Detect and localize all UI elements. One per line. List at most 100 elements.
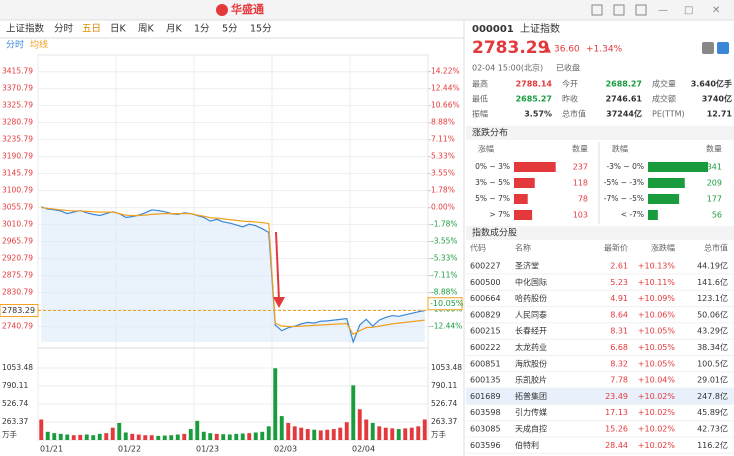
- quote-change-pct: +1.34%: [586, 45, 623, 55]
- stat-value: 2788.14: [516, 80, 553, 89]
- y2-tick-label: 10.66%: [431, 101, 460, 110]
- stat-label: 振幅: [472, 109, 488, 119]
- y-tick-label: 3280.79: [2, 118, 33, 127]
- volume-bar: [409, 427, 414, 440]
- toolbar-tab[interactable]: 日K: [110, 24, 127, 35]
- table-cell: 天成自控: [515, 424, 547, 434]
- toolbar-tab[interactable]: 15分: [250, 24, 272, 35]
- toolbar-tab[interactable]: 上证指数: [6, 23, 45, 35]
- dist-bar: [514, 210, 533, 220]
- table-cell: +10.05%: [638, 343, 676, 352]
- dist-count: 78: [578, 195, 588, 204]
- action-button[interactable]: [702, 42, 714, 54]
- legend-entry: 均线: [30, 39, 48, 51]
- y2-tick-label: 12.44%: [431, 84, 460, 93]
- volume-bar: [227, 434, 232, 440]
- table-cell: 247.8亿: [697, 391, 728, 401]
- volume-bar: [338, 427, 343, 440]
- dist-range: 3% ~ 5%: [475, 178, 510, 187]
- quote-code: 000001: [472, 24, 514, 35]
- table-cell: 人民同泰: [515, 309, 547, 319]
- stat-label: 成交额: [652, 94, 676, 104]
- table-cell: 23.49: [605, 392, 628, 401]
- table-header: 最新价: [604, 243, 628, 253]
- toolbar-tab[interactable]: 分时: [54, 23, 74, 35]
- annotation-arrow: [275, 231, 280, 301]
- x-tick-label: 02/04: [352, 445, 375, 454]
- y-tick-label: 3370.79: [2, 84, 33, 93]
- close[interactable]: ✕: [712, 5, 720, 16]
- icon[interactable]: [635, 4, 647, 16]
- y2-tick-label: 3.55%: [431, 169, 455, 178]
- y2-tick-label: 14.22%: [431, 67, 460, 76]
- volume-bar: [182, 433, 187, 440]
- table-cell: 603598: [470, 408, 501, 417]
- dist-count: 209: [707, 179, 722, 188]
- toolbar-tab[interactable]: 1分: [194, 24, 210, 35]
- table-cell: 海欣股份: [515, 358, 547, 368]
- dist-count: 177: [707, 195, 722, 204]
- icon[interactable]: [613, 4, 625, 16]
- legend-entry: 分时: [6, 39, 24, 51]
- icon[interactable]: [591, 4, 603, 16]
- y2-tick-label: 5.33%: [431, 152, 455, 161]
- stat-value: 37244亿: [606, 109, 642, 119]
- table-header: 代码: [470, 243, 486, 253]
- dist-range: -3% ~ 0%: [606, 162, 644, 171]
- table-cell: 引力传媒: [515, 407, 547, 417]
- stat-label: PE(TTM): [652, 110, 685, 119]
- table-cell: +10.02%: [638, 441, 676, 450]
- stat-value: 12.71: [707, 110, 733, 119]
- dist-bar: [648, 162, 708, 172]
- table-cell: 哈药股份: [515, 293, 547, 303]
- toolbar-tab[interactable]: 周K: [138, 24, 155, 35]
- stat-value: 2746.61: [606, 95, 643, 104]
- dist-count: 237: [573, 163, 588, 172]
- dist-range: 5% ~ 7%: [475, 194, 510, 203]
- action-button[interactable]: [717, 42, 729, 54]
- table-header: 涨跌幅: [651, 243, 675, 253]
- table-cell: 600851: [470, 359, 501, 368]
- vol-tick-label-right: 790.11: [431, 381, 457, 390]
- y-tick-label: 2740.79: [2, 322, 33, 331]
- volume-bar: [221, 434, 226, 440]
- volume-bar: [240, 433, 245, 440]
- toolbar-tab[interactable]: 五日: [82, 24, 101, 35]
- dist-range: -5% ~ -3%: [604, 178, 644, 187]
- up-arrow: ▲: [544, 45, 551, 55]
- toolbar-tab[interactable]: 5分: [222, 24, 238, 35]
- dist-header: 跌幅: [612, 144, 628, 154]
- dist-bar: [514, 194, 528, 204]
- volume-bar: [357, 409, 362, 440]
- dist-bar: [514, 178, 535, 188]
- vol-tick-label-right: 1053.48: [431, 363, 462, 372]
- volume-bar: [416, 426, 421, 440]
- y2-tick-label: -12.44%: [431, 322, 462, 331]
- maximize[interactable]: □: [684, 5, 693, 16]
- volume-bar: [110, 427, 115, 440]
- table-cell: 600222: [470, 343, 501, 352]
- volume-bar: [266, 426, 271, 440]
- volume-bar: [383, 427, 388, 440]
- title-bar: [0, 0, 734, 20]
- stat-value: 2688.27: [606, 80, 642, 89]
- table-cell: 拓普集团: [515, 391, 547, 401]
- stat-value: 2685.27: [516, 95, 552, 104]
- price-tag: 2783.29: [2, 306, 35, 315]
- x-tick-label: 01/23: [196, 445, 219, 454]
- dist-header: 数量: [572, 144, 588, 154]
- volume-bar: [39, 419, 44, 440]
- volume-bar: [273, 368, 278, 440]
- vol-tick-label-right: 263.37: [431, 417, 457, 426]
- volume-bar: [143, 435, 148, 440]
- volume-bar: [370, 422, 375, 440]
- toolbar-tab[interactable]: 月K: [166, 24, 183, 35]
- table-cell: 600135: [470, 376, 501, 385]
- minimize[interactable]: —: [658, 5, 668, 16]
- stat-label: 成交量: [652, 79, 676, 89]
- table-cell: 6.68: [610, 343, 628, 352]
- volume-bar: [195, 420, 200, 440]
- volume-bar: [104, 433, 109, 440]
- stat-label: 最低: [472, 94, 488, 104]
